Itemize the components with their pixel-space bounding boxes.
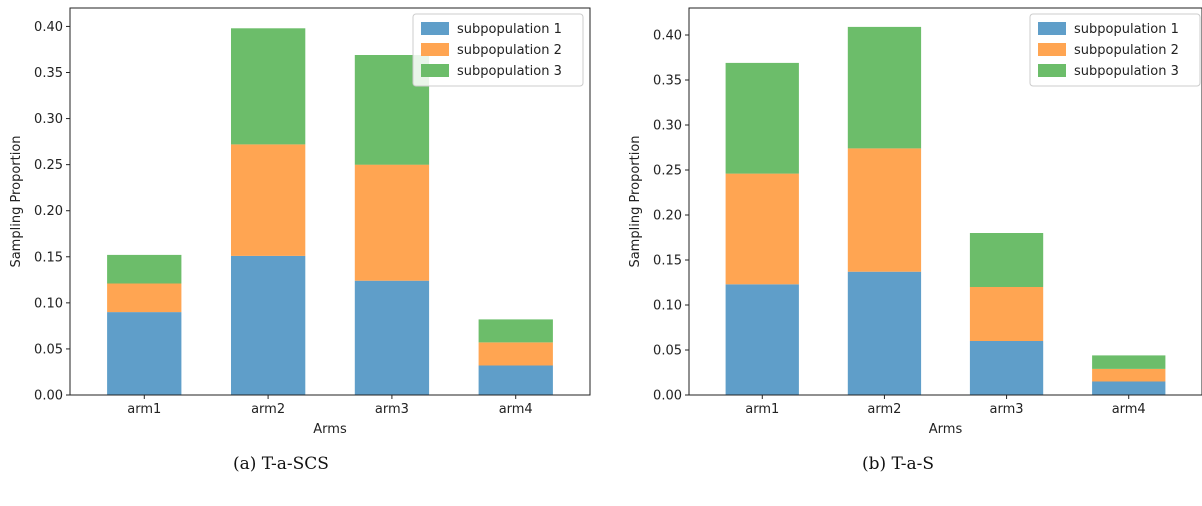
y-tick-label: 0.20: [653, 209, 682, 224]
bar-arm2-s2: [231, 144, 305, 256]
x-axis-label: Arms: [929, 422, 963, 437]
bar-arm1-s1: [107, 312, 181, 395]
y-tick-label: 0.15: [653, 254, 682, 269]
x-tick-label: arm3: [990, 402, 1024, 417]
bar-arm4-s1: [1092, 382, 1165, 396]
legend-label-s2: subpopulation 2: [1074, 43, 1179, 58]
x-tick-label: arm1: [127, 402, 161, 417]
y-tick-label: 0.10: [653, 299, 682, 314]
legend-swatch-s3: [1038, 64, 1066, 77]
bar-arm1-s2: [726, 174, 799, 285]
legend-swatch-s2: [421, 43, 449, 56]
x-tick-label: arm2: [251, 402, 285, 417]
bar-arm2-s2: [848, 148, 921, 271]
y-tick-label: 0.25: [34, 158, 63, 173]
bar-arm2-s1: [231, 256, 305, 395]
y-tick-label: 0.05: [34, 342, 63, 357]
x-tick-label: arm4: [499, 402, 533, 417]
x-tick-label: arm3: [375, 402, 409, 417]
legend-swatch-s1: [421, 22, 449, 35]
y-tick-label: 0.25: [653, 164, 682, 179]
y-tick-label: 0.15: [34, 250, 63, 265]
x-tick-label: arm1: [745, 402, 779, 417]
bar-arm4-s2: [1092, 369, 1165, 382]
y-axis-label: Sampling Proportion: [628, 135, 643, 267]
y-tick-label: 0.40: [34, 20, 63, 35]
y-tick-label: 0.30: [653, 119, 682, 134]
legend-label-s1: subpopulation 1: [1074, 22, 1179, 37]
legend-label-s1: subpopulation 1: [457, 22, 562, 37]
bar-arm3-s1: [355, 281, 429, 395]
x-tick-label: arm2: [867, 402, 901, 417]
bar-arm1-s3: [726, 63, 799, 174]
bar-arm3-s2: [970, 287, 1043, 341]
y-tick-label: 0.20: [34, 204, 63, 219]
bar-arm2-s3: [231, 28, 305, 144]
x-axis-label: Arms: [313, 422, 347, 437]
bar-arm1-s3: [107, 255, 181, 284]
legend: subpopulation 1 subpopulation 2 subpopulat…: [1030, 14, 1200, 86]
bar-arm4-s1: [479, 366, 553, 396]
bar-arm2-s3: [848, 27, 921, 148]
y-axis-label: Sampling Proportion: [9, 135, 24, 267]
bar-arm4-s2: [479, 343, 553, 366]
legend-swatch-s3: [421, 64, 449, 77]
bar-arm1-s1: [726, 284, 799, 395]
chart-b: 0.00 0.05 0.10 0.15 0.20 0.25 0.30 0.35 0.40 arm1…: [628, 8, 1202, 437]
y-tick-label: 0.30: [34, 112, 63, 127]
x-tick-label: arm4: [1112, 402, 1146, 417]
bar-arm4-s3: [479, 319, 553, 342]
legend-label-s3: subpopulation 3: [457, 64, 562, 79]
y-tick-label: 0.10: [34, 296, 63, 311]
y-tick-label: 0.00: [653, 389, 682, 404]
bar-arm1-s2: [107, 284, 181, 313]
bar-arm3-s1: [970, 341, 1043, 395]
caption-a: (a) T-a-SCS: [233, 454, 329, 474]
y-tick-label: 0.40: [653, 29, 682, 44]
chart-a: 0.00 0.05 0.10 0.15 0.20 0.25 0.30 0.35 0.40 arm1…: [9, 8, 590, 437]
bar-arm2-s1: [848, 272, 921, 395]
bar-arm4-s3: [1092, 355, 1165, 369]
caption-b: (b) T-a-S: [862, 454, 934, 474]
y-tick-label: 0.05: [653, 344, 682, 359]
y-tick-label: 0.35: [653, 74, 682, 89]
bar-arm3-s3: [970, 233, 1043, 287]
legend-swatch-s2: [1038, 43, 1066, 56]
y-tick-label: 0.35: [34, 66, 63, 81]
y-tick-label: 0.00: [34, 389, 63, 404]
legend-label-s3: subpopulation 3: [1074, 64, 1179, 79]
legend-label-s2: subpopulation 2: [457, 43, 562, 58]
legend: subpopulation 1 subpopulation 2 subpopulat…: [413, 14, 583, 86]
legend-swatch-s1: [1038, 22, 1066, 35]
bar-arm3-s2: [355, 165, 429, 281]
